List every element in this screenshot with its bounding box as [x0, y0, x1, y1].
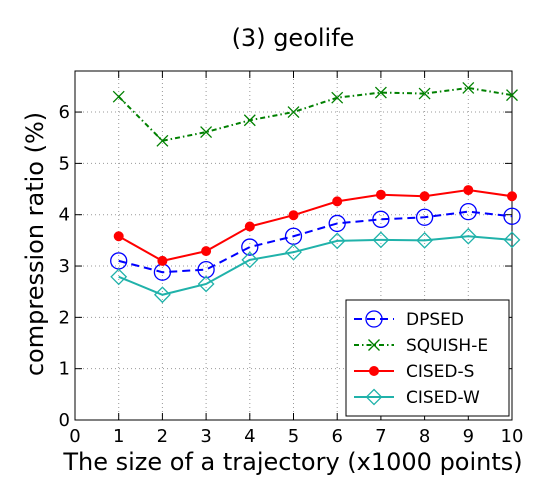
- axes: 0 1 2 3 4 5 6 7 8 9 10 0 1 2 3 4 5 6: [59, 70, 524, 447]
- y-tick-label: 5: [59, 153, 70, 174]
- data-point: [331, 91, 344, 104]
- y-tick-label: 4: [59, 205, 70, 226]
- series-line: [117, 86, 513, 142]
- data-point: [372, 210, 390, 228]
- data-point: [112, 90, 125, 103]
- legend-marker: [368, 339, 380, 351]
- data-point: [375, 189, 386, 200]
- y-tick-label: 6: [59, 102, 70, 123]
- x-marker-stroke: [112, 90, 125, 103]
- legend-marker: [369, 366, 379, 376]
- data-point: [506, 89, 518, 102]
- x-tick-label: 9: [463, 426, 474, 447]
- data-point: [113, 231, 124, 242]
- data-point: [201, 246, 212, 257]
- data-point: [462, 81, 475, 94]
- x-tick-label: 7: [375, 426, 386, 447]
- y-tick-label: 1: [59, 359, 70, 380]
- legend-entry: SQUISH-E: [354, 336, 488, 356]
- data-point: [419, 191, 430, 202]
- legend: DPSED SQUISH-E CISED-S CISED-W: [345, 299, 510, 417]
- data-point: [153, 286, 171, 304]
- data-point: [328, 214, 346, 233]
- x-tick-label: 0: [69, 426, 80, 447]
- x-tick-label: 2: [157, 426, 168, 447]
- y-tick-label: 3: [59, 256, 70, 277]
- x-tick-label: 3: [200, 426, 211, 447]
- data-point: [507, 191, 517, 202]
- data-point: [157, 255, 168, 266]
- legend-marker: [365, 388, 383, 406]
- data-series: [110, 81, 521, 304]
- data-point: [332, 196, 343, 207]
- x-marker-stroke: [418, 87, 431, 100]
- x-tick-label: 10: [501, 426, 524, 447]
- legend-marker: [365, 310, 383, 328]
- data-point: [197, 260, 215, 279]
- data-point: [243, 114, 256, 127]
- data-point: [241, 238, 259, 256]
- x-marker-stroke: [331, 91, 344, 104]
- x-tick-label: 8: [419, 426, 430, 447]
- data-point: [503, 207, 521, 225]
- data-point: [288, 210, 299, 221]
- data-point: [459, 202, 477, 221]
- data-point: [241, 251, 259, 269]
- data-point: [374, 86, 387, 99]
- series-line: [118, 189, 513, 262]
- series-squish-e: [112, 81, 518, 147]
- legend-entry: DPSED: [354, 310, 464, 330]
- y-tick-label: 0: [59, 410, 70, 431]
- y-tick-label: 2: [59, 307, 70, 328]
- data-point: [200, 126, 213, 139]
- legend-entry: CISED-W: [354, 388, 480, 408]
- series-line: [118, 210, 513, 274]
- x-tick-label: 6: [331, 426, 342, 447]
- x-tick-label: 4: [244, 426, 255, 447]
- x-tick-label: 1: [113, 426, 124, 447]
- y-axis-label: compression ratio (%): [21, 112, 49, 376]
- x-marker-stroke: [200, 126, 213, 139]
- x-tick-label: 5: [288, 426, 299, 447]
- series-line: [118, 235, 513, 296]
- x-marker-stroke: [243, 114, 256, 127]
- data-point: [328, 232, 346, 250]
- x-axis-label: The size of a trajectory (x1000 points): [62, 448, 522, 476]
- data-point: [244, 221, 255, 232]
- data-point: [463, 185, 474, 196]
- data-point: [415, 208, 434, 226]
- series-cised-w: [110, 227, 521, 304]
- chart-title: (3) geolife: [232, 24, 355, 52]
- legend-label: CISED-W: [406, 388, 480, 408]
- data-point: [197, 275, 215, 293]
- data-point: [418, 87, 431, 100]
- series-cised-s: [113, 185, 517, 266]
- data-point: [285, 243, 302, 261]
- x-marker-stroke: [462, 81, 475, 94]
- legend-label: SQUISH-E: [406, 336, 488, 356]
- legend-label: CISED-S: [406, 362, 474, 382]
- data-point: [287, 106, 300, 119]
- data-point: [110, 268, 128, 286]
- data-point: [503, 231, 521, 249]
- data-point: [416, 231, 434, 249]
- data-point: [459, 227, 477, 245]
- data-point: [156, 134, 169, 147]
- x-marker-stroke: [368, 339, 380, 351]
- legend-label: DPSED: [406, 310, 464, 330]
- x-marker-stroke: [506, 89, 518, 102]
- x-marker-stroke: [156, 134, 169, 147]
- legend-entry: CISED-S: [354, 362, 474, 382]
- x-marker-stroke: [374, 86, 387, 99]
- x-marker-stroke: [287, 106, 300, 119]
- data-point: [372, 231, 390, 249]
